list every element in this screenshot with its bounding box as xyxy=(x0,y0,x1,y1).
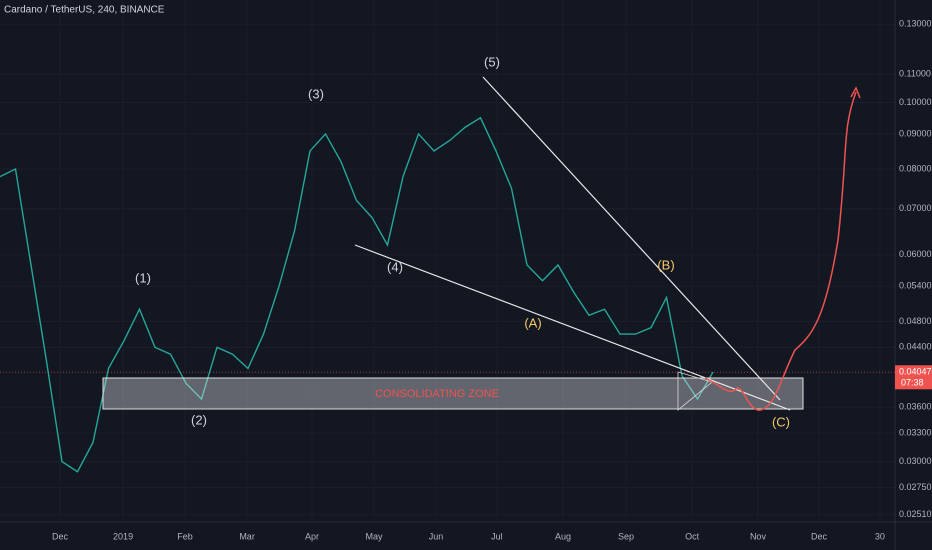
y-tick-label: 0.02510 xyxy=(899,509,932,519)
y-tick-label: 0.09000 xyxy=(899,128,932,138)
x-tick-label: Apr xyxy=(305,531,319,541)
y-tick-label: 0.13000 xyxy=(899,19,932,29)
x-tick-label: Feb xyxy=(177,531,193,541)
y-tick-label: 0.08000 xyxy=(899,163,932,173)
wave-label: (B) xyxy=(657,257,674,272)
wave-label: (C) xyxy=(772,414,790,429)
wave-label: (5) xyxy=(484,54,500,69)
last-price-label: 0.04047 xyxy=(899,367,932,377)
x-tick-label: 2019 xyxy=(113,531,133,541)
y-tick-label: 0.02750 xyxy=(899,482,932,492)
x-tick-label: 30 xyxy=(875,531,885,541)
x-tick-label: Nov xyxy=(750,531,767,541)
x-tick-label: May xyxy=(366,531,384,541)
support-trendline xyxy=(354,244,791,411)
last-price-badge xyxy=(895,365,932,390)
plot xyxy=(0,116,714,473)
y-tick-label: 0.07000 xyxy=(899,203,932,213)
resistance-trendline xyxy=(482,76,781,401)
wave-label: (1) xyxy=(135,270,151,285)
countdown-label: 07:38 xyxy=(901,378,924,388)
x-tick-label: Jun xyxy=(429,531,444,541)
projection-path xyxy=(704,91,857,411)
x-tick-label: Jul xyxy=(491,531,503,541)
y-tick-label: 0.03300 xyxy=(899,428,932,438)
chart-title: Cardano / TetherUS, 240, BINANCE xyxy=(4,5,165,16)
x-tick-label: Dec xyxy=(811,531,828,541)
x-tick-label: Dec xyxy=(52,531,69,541)
wave-label: (3) xyxy=(308,86,324,101)
triangle-pattern xyxy=(677,371,713,411)
y-tick-label: 0.11000 xyxy=(899,68,931,78)
axes: 0.13000 0.11000 0.10000 0.09000 0.08000 0.070… xyxy=(0,19,932,541)
y-tick-label: 0.04800 xyxy=(899,316,932,326)
wave-label: (2) xyxy=(191,412,207,427)
y-tick-label: 0.04400 xyxy=(899,342,932,352)
wave-label: (4) xyxy=(387,259,403,274)
zone-label: CONSOLIDATING ZONE xyxy=(375,388,499,400)
projection-arrow xyxy=(850,86,861,99)
y-tick-label: 0.05400 xyxy=(899,281,932,291)
price-line xyxy=(0,116,714,473)
x-tick-label: Sep xyxy=(618,531,634,541)
y-tick-label: 0.06000 xyxy=(899,249,932,259)
y-tick-label: 0.10000 xyxy=(899,97,932,107)
x-tick-label: Oct xyxy=(685,531,700,541)
x-tick-label: Mar xyxy=(239,531,255,541)
y-tick-label: 0.03600 xyxy=(899,402,932,412)
consolidation-zone xyxy=(102,377,804,410)
wave-label: (A) xyxy=(524,315,541,330)
x-tick-label: Aug xyxy=(555,531,571,541)
grid xyxy=(0,0,895,522)
y-tick-label: 0.03000 xyxy=(899,456,932,466)
